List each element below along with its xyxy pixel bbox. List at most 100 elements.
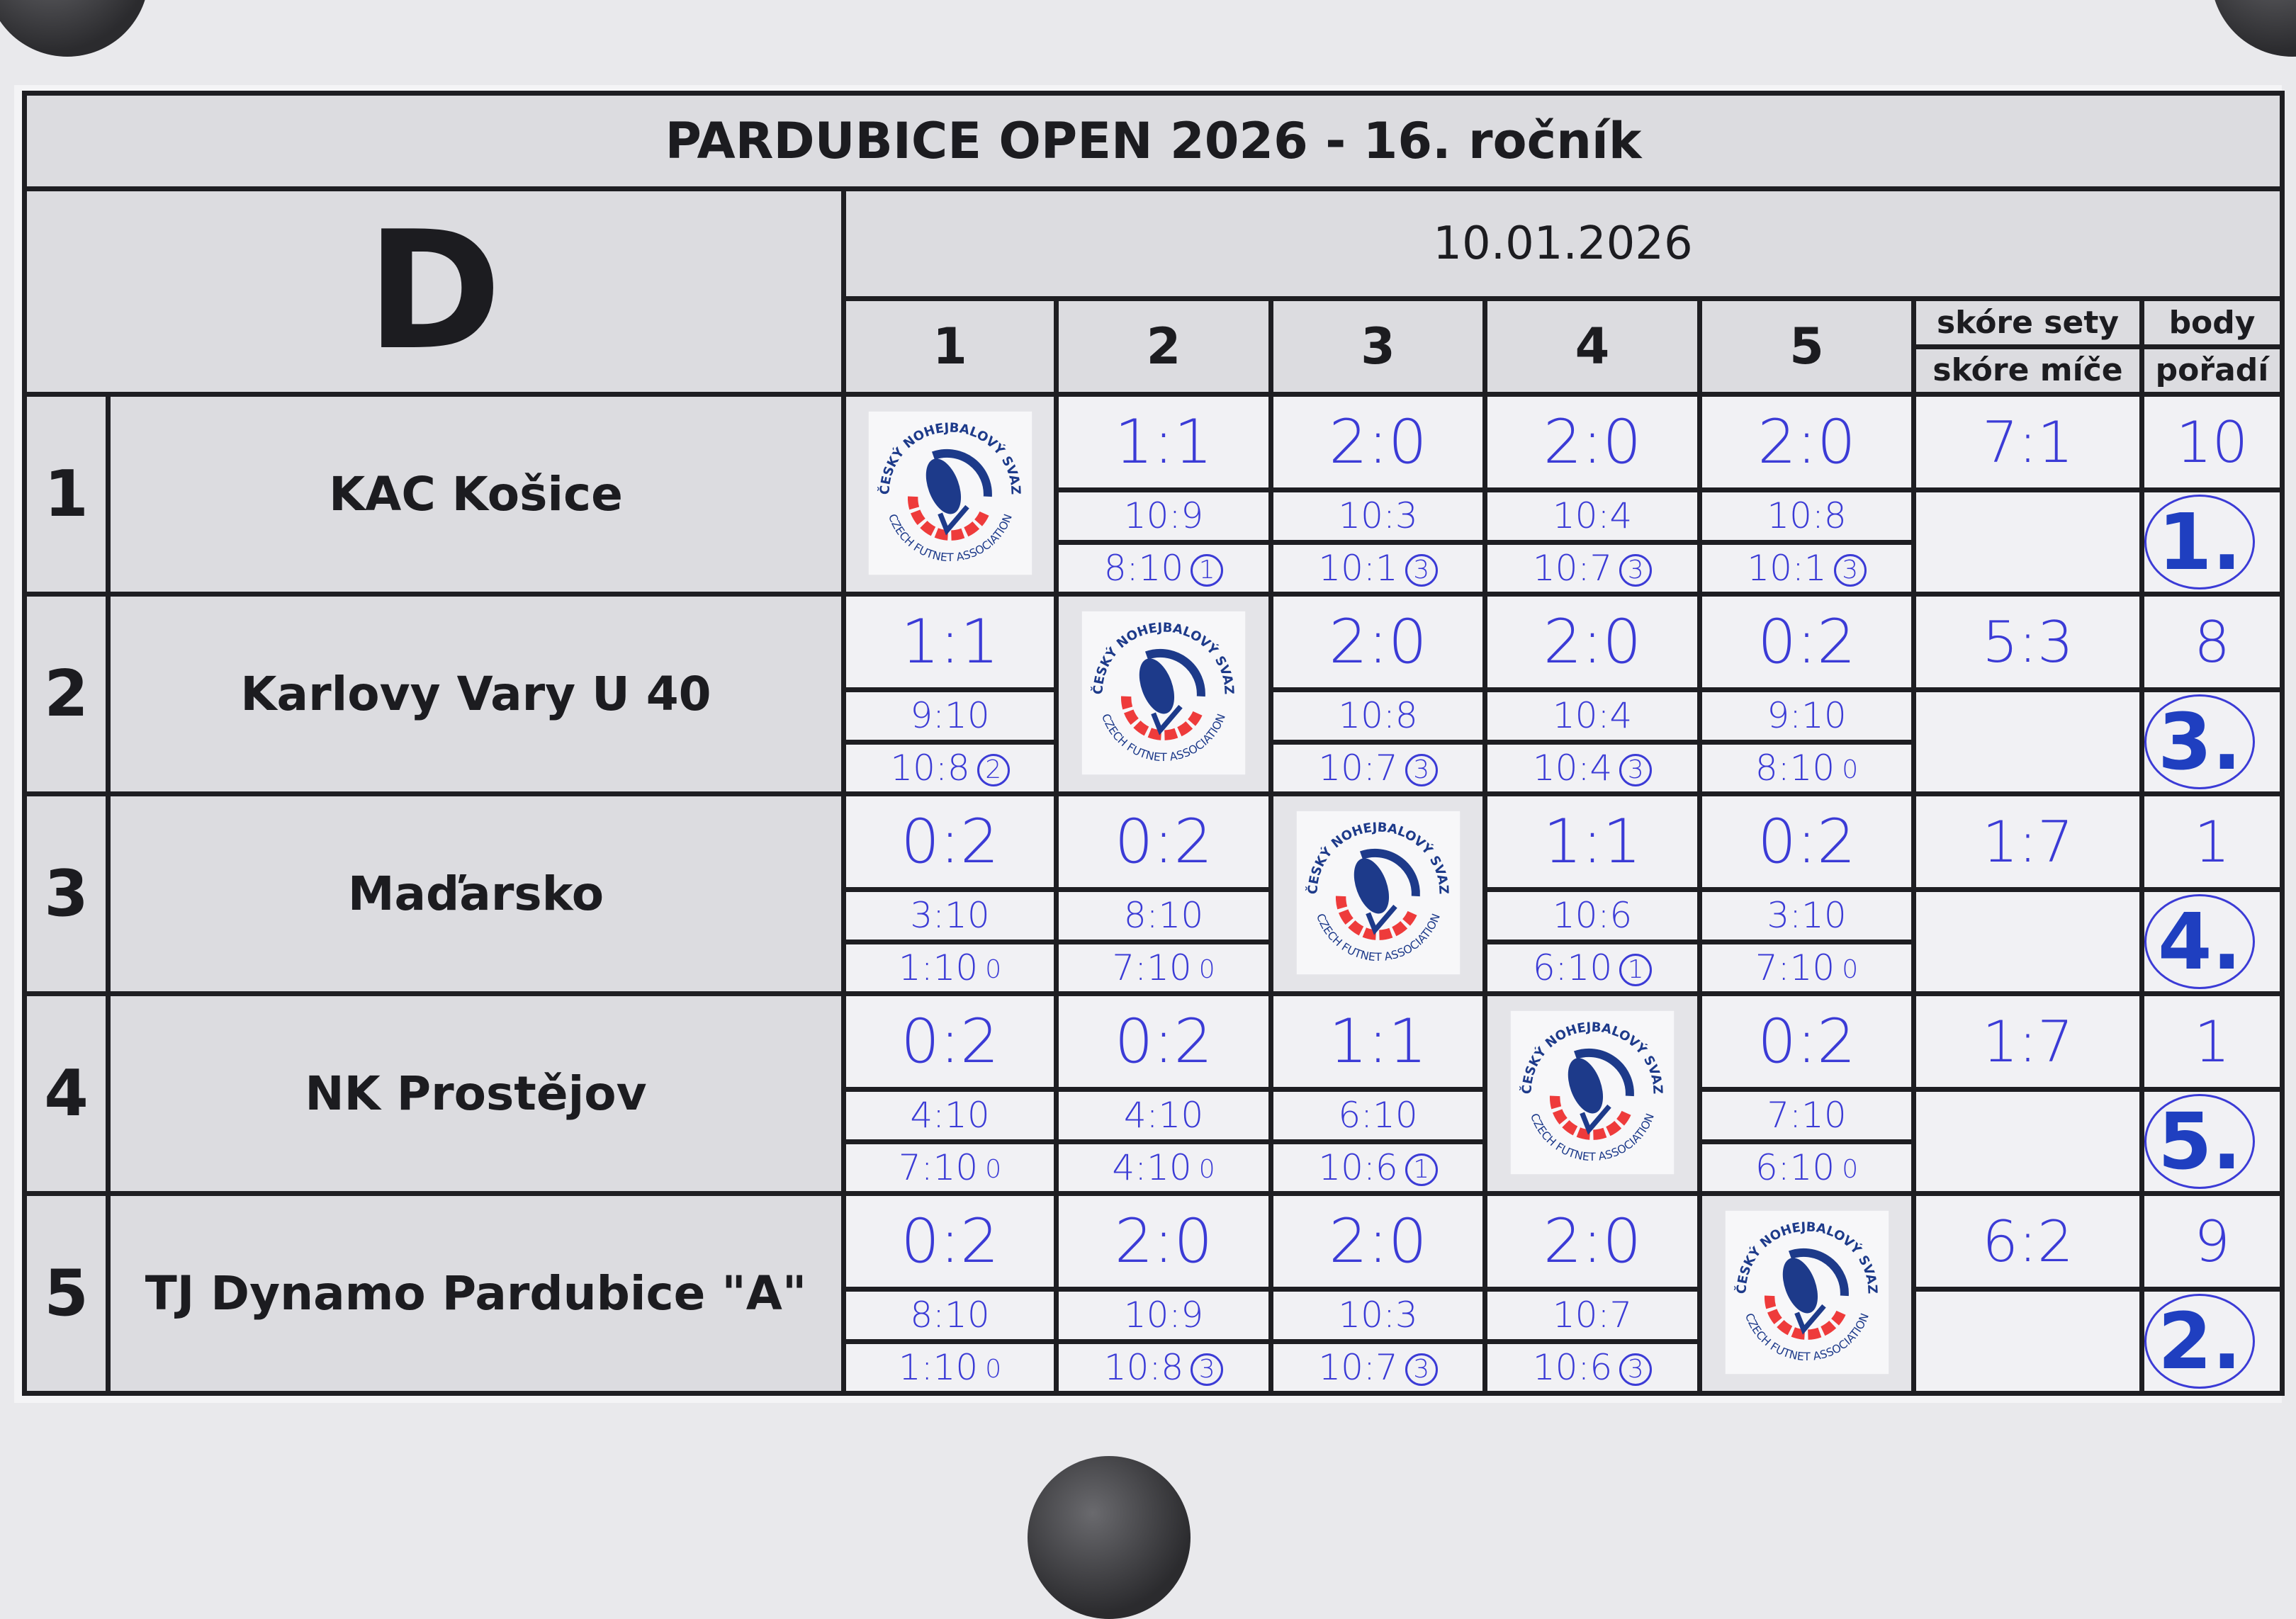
row-number: 2: [22, 592, 111, 796]
final-rank: 4.: [2139, 887, 2285, 996]
set-2-score: 10:1 3: [1697, 539, 1916, 597]
set-2-value: 10:1: [1747, 547, 1827, 589]
set-1-score: 10:8: [1697, 487, 1916, 545]
final-rank-value: 1.: [2144, 495, 2256, 590]
match-points-mark: 0: [985, 955, 1002, 985]
magnet-bottom: [1028, 1456, 1191, 1619]
match-sets-score: 2:0: [1268, 392, 1487, 492]
set-1-score: 8:10: [841, 1287, 1059, 1344]
total-sets-score: 6:2: [1911, 1191, 2144, 1292]
final-rank: 5.: [2139, 1087, 2285, 1196]
set-1-score: 10:3: [1268, 1287, 1487, 1344]
match-sets-score: 1:1: [1054, 392, 1273, 492]
set-2-value: 10:6: [1318, 1146, 1398, 1188]
match-sets-score: 2:0: [1482, 1191, 1702, 1292]
match-sets-score: 1:1: [841, 592, 1059, 692]
set-2-score: 7:10 0: [1697, 939, 1916, 996]
balls-score-empty: [1911, 687, 2144, 796]
match-sets-score: 0:2: [1054, 791, 1273, 892]
set-2-score: 10:6 3: [1482, 1338, 1702, 1396]
magnet-top-right: [2211, 0, 2296, 57]
match-sets-score: 1:1: [1268, 991, 1487, 1092]
match-sets-score: 2:0: [1054, 1191, 1273, 1292]
match-sets-score: 2:0: [1268, 592, 1487, 692]
team-name: Karlovy Vary U 40: [106, 592, 846, 796]
magnet-top-left: [0, 0, 149, 57]
total-points: 1: [2139, 791, 2285, 892]
row-number: 4: [22, 991, 111, 1196]
set-1-score: 10:7: [1482, 1287, 1702, 1344]
set-2-score: 8:10 0: [1697, 739, 1916, 796]
self-match-logo-cell: ČESKÝ NOHEJBALOVÝ SVAZ CZECH FUTNET ASSO…: [1697, 1191, 1916, 1396]
set-2-score: 7:10 0: [841, 1139, 1059, 1196]
set-2-score: 10:1 3: [1268, 539, 1487, 597]
set-2-value: 10:7: [1532, 547, 1613, 589]
match-points-mark: 3: [1405, 754, 1438, 787]
set-2-value: 6:10: [1755, 1146, 1835, 1188]
match-points-mark: 2: [977, 754, 1010, 787]
final-rank-value: 3.: [2144, 694, 2256, 789]
set-1-score: 10:9: [1054, 1287, 1273, 1344]
set-1-score: 3:10: [1697, 887, 1916, 944]
set-2-score: 10:7 3: [1268, 1338, 1487, 1396]
column-number: 1: [841, 296, 1059, 397]
match-sets-score: 0:2: [841, 791, 1059, 892]
futnet-association-logo: ČESKÝ NOHEJBALOVÝ SVAZ CZECH FUTNET ASSO…: [1081, 611, 1246, 774]
row-number: 1: [22, 392, 111, 597]
set-2-value: 6:10: [1532, 947, 1613, 988]
set-1-score: 10:4: [1482, 687, 1702, 745]
set-2-value: 10:7: [1318, 1346, 1398, 1388]
match-points-mark: 3: [1833, 554, 1867, 587]
match-points-mark: 3: [1405, 554, 1438, 587]
set-1-score: 10:9: [1054, 487, 1273, 545]
self-match-logo-cell: ČESKÝ NOHEJBALOVÝ SVAZ CZECH FUTNET ASSO…: [841, 392, 1059, 597]
self-match-logo-cell: ČESKÝ NOHEJBALOVÝ SVAZ CZECH FUTNET ASSO…: [1268, 791, 1487, 996]
set-1-score: 9:10: [1697, 687, 1916, 745]
set-1-score: 4:10: [1054, 1087, 1273, 1144]
set-1-score: 10:3: [1268, 487, 1487, 545]
futnet-association-logo: ČESKÝ NOHEJBALOVÝ SVAZ CZECH FUTNET ASSO…: [1296, 811, 1460, 974]
set-2-value: 10:4: [1532, 747, 1613, 789]
team-row: 5 TJ Dynamo Pardubice "A" 0:2 2:0 2:0 2:0 ČE…: [22, 1191, 2285, 1396]
rank-header: pořadí: [2139, 344, 2285, 397]
team-name: KAC Košice: [106, 392, 846, 597]
final-rank-value: 5.: [2144, 1094, 2256, 1189]
balls-score-empty: [1911, 887, 2144, 996]
futnet-association-logo: ČESKÝ NOHEJBALOVÝ SVAZ CZECH FUTNET ASSO…: [868, 411, 1032, 575]
match-sets-score: 2:0: [1697, 392, 1916, 492]
set-1-score: 10:6: [1482, 887, 1702, 944]
set-2-score: 6:10 1: [1482, 939, 1702, 996]
match-sets-score: 0:2: [1054, 991, 1273, 1092]
date: 10.01.2026: [840, 186, 2285, 301]
column-number: 4: [1482, 296, 1702, 397]
set-1-score: 7:10: [1697, 1087, 1916, 1144]
team-name: NK Prostějov: [106, 991, 846, 1196]
match-points-mark: 3: [1405, 1353, 1438, 1387]
final-rank-value: 4.: [2144, 894, 2256, 989]
set-2-value: 4:10: [1112, 1146, 1192, 1188]
row-number: 5: [22, 1191, 111, 1396]
match-sets-score: 2:0: [1268, 1191, 1487, 1292]
sets-score-header: skóre sety: [1911, 296, 2144, 349]
set-2-score: 6:10 0: [1697, 1139, 1916, 1196]
match-points-mark: 3: [1619, 554, 1653, 587]
match-sets-score: 0:2: [841, 1191, 1059, 1292]
column-number: 2: [1054, 296, 1273, 397]
set-2-value: 8:10: [1103, 547, 1184, 589]
team-name: TJ Dynamo Pardubice "A": [106, 1191, 846, 1396]
match-points-mark: 3: [1619, 754, 1653, 787]
set-2-score: 1:10 0: [841, 939, 1059, 996]
final-rank: 1.: [2139, 487, 2285, 597]
total-points: 9: [2139, 1191, 2285, 1292]
match-sets-score: 0:2: [1697, 592, 1916, 692]
match-sets-score: 0:2: [841, 991, 1059, 1092]
final-rank-value: 2.: [2144, 1294, 2256, 1389]
team-row: 4 NK Prostějov 0:2 0:2 1:1 ČESKÝ NOHEJBALOV…: [22, 991, 2285, 1196]
set-1-score: 9:10: [841, 687, 1059, 745]
futnet-association-logo: ČESKÝ NOHEJBALOVÝ SVAZ CZECH FUTNET ASSO…: [1510, 1010, 1675, 1174]
set-1-score: 3:10: [841, 887, 1059, 944]
total-sets-score: 5:3: [1911, 592, 2144, 692]
set-2-score: 10:8 3: [1054, 1338, 1273, 1396]
match-points-mark: 1: [1405, 1153, 1438, 1187]
set-1-score: 4:10: [841, 1087, 1059, 1144]
